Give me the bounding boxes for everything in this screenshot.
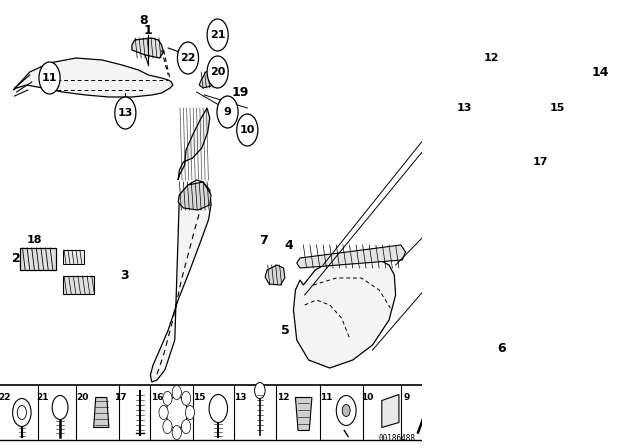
Circle shape — [172, 426, 181, 439]
Circle shape — [255, 383, 265, 399]
Polygon shape — [178, 108, 210, 180]
Text: 13: 13 — [234, 393, 246, 402]
Text: 21: 21 — [210, 30, 225, 40]
Polygon shape — [382, 395, 399, 427]
Circle shape — [17, 405, 26, 419]
Polygon shape — [296, 397, 312, 431]
Text: 9: 9 — [223, 107, 232, 117]
Circle shape — [163, 420, 172, 434]
Text: 12: 12 — [277, 393, 289, 402]
Text: 8: 8 — [140, 13, 148, 26]
Circle shape — [172, 385, 181, 400]
Circle shape — [217, 96, 238, 128]
Circle shape — [237, 114, 258, 146]
Text: 2: 2 — [12, 251, 21, 264]
Circle shape — [481, 42, 502, 74]
Bar — [20, 248, 56, 270]
Text: 13: 13 — [457, 103, 472, 113]
Text: 22: 22 — [0, 393, 11, 402]
Text: 5: 5 — [280, 323, 289, 336]
Text: 6: 6 — [497, 341, 506, 354]
Circle shape — [547, 92, 568, 124]
Circle shape — [530, 146, 551, 178]
Polygon shape — [265, 265, 285, 285]
Text: 14: 14 — [591, 65, 609, 78]
Text: 9: 9 — [404, 393, 410, 402]
Text: 1: 1 — [144, 23, 153, 36]
Circle shape — [166, 396, 188, 428]
Circle shape — [454, 92, 476, 124]
Polygon shape — [199, 70, 216, 88]
Text: 11: 11 — [42, 73, 58, 83]
Circle shape — [159, 405, 168, 419]
Circle shape — [52, 396, 68, 419]
Text: 10: 10 — [362, 393, 374, 402]
Text: 22: 22 — [180, 53, 196, 63]
Polygon shape — [294, 255, 396, 368]
Bar — [0, 385, 422, 440]
Circle shape — [39, 62, 60, 94]
Text: 15: 15 — [193, 393, 205, 402]
Text: 17: 17 — [114, 393, 127, 402]
Circle shape — [209, 395, 228, 422]
Polygon shape — [150, 180, 211, 382]
Circle shape — [207, 19, 228, 51]
Polygon shape — [297, 245, 406, 268]
Text: 21: 21 — [36, 393, 49, 402]
Circle shape — [336, 396, 356, 426]
Circle shape — [177, 42, 198, 74]
Bar — [63, 250, 84, 264]
Text: 4: 4 — [284, 238, 293, 251]
Bar — [63, 276, 94, 294]
Circle shape — [207, 56, 228, 88]
Text: 20: 20 — [77, 393, 89, 402]
Text: 13: 13 — [118, 108, 133, 118]
Polygon shape — [93, 397, 109, 427]
Text: 17: 17 — [533, 157, 548, 167]
Text: 16: 16 — [151, 393, 164, 402]
Polygon shape — [178, 182, 211, 210]
Polygon shape — [132, 38, 164, 58]
Circle shape — [163, 392, 172, 405]
Text: 15: 15 — [550, 103, 565, 113]
Circle shape — [182, 392, 191, 405]
Circle shape — [115, 97, 136, 129]
Text: 18: 18 — [27, 235, 42, 245]
Circle shape — [342, 405, 350, 417]
Circle shape — [182, 420, 191, 434]
Text: 7: 7 — [259, 233, 268, 246]
Bar — [459, 395, 479, 431]
Bar — [518, 395, 554, 431]
Circle shape — [13, 399, 31, 426]
Text: 11: 11 — [321, 393, 333, 402]
Polygon shape — [13, 58, 173, 97]
Text: 12: 12 — [483, 53, 499, 63]
Circle shape — [186, 405, 195, 419]
Text: 19: 19 — [232, 86, 250, 99]
Text: 10: 10 — [239, 125, 255, 135]
Text: 00186488: 00186488 — [378, 434, 415, 443]
Text: 20: 20 — [210, 67, 225, 77]
Text: 3: 3 — [120, 268, 129, 281]
